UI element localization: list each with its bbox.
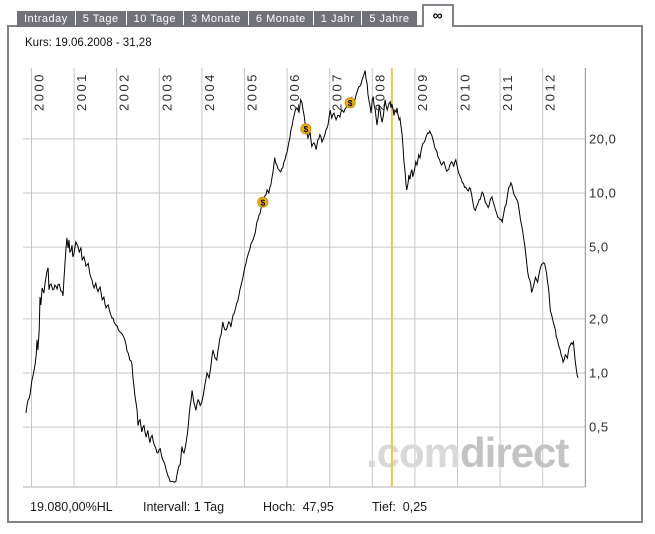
tab-intraday[interactable]: Intraday: [17, 11, 75, 27]
y-axis-label-20,0: 20,0: [589, 131, 616, 146]
x-axis-label-2003: 2003: [159, 72, 174, 111]
dividend-marker-symbol: $: [348, 98, 353, 108]
tab-5-tage[interactable]: 5 Tage: [75, 11, 126, 27]
price-line-series: [25, 70, 579, 483]
tab-10-tage[interactable]: 10 Tage: [126, 11, 184, 27]
y-axis-label-2,0: 2,0: [589, 311, 609, 326]
tab-5-jahre[interactable]: 5 Jahre: [362, 11, 417, 27]
x-axis-label-2000: 2000: [32, 72, 47, 111]
y-axis-label-1,0: 1,0: [589, 366, 609, 381]
x-axis-label-2007: 2007: [330, 72, 345, 111]
x-axis-label-2001: 2001: [74, 72, 89, 111]
dividend-marker-3[interactable]: [344, 97, 356, 109]
x-axis-label-2010: 2010: [458, 72, 473, 111]
y-axis-label-5,0: 5,0: [589, 240, 609, 255]
dividend-marker-symbol: $: [303, 124, 308, 134]
dividend-marker-2[interactable]: [300, 123, 312, 135]
status-low: Tief: 0,25: [372, 500, 428, 514]
comdirect-watermark: .comdirect: [366, 429, 569, 476]
x-axis-label-2002: 2002: [117, 72, 132, 111]
y-axis-label-0,5: 0,5: [589, 420, 609, 435]
x-axis-label-2004: 2004: [202, 72, 217, 111]
x-axis-label-2011: 2011: [500, 73, 515, 111]
tab-1-jahr[interactable]: 1 Jahr: [313, 11, 362, 27]
status-bar: 19.080,00%HL Intervall: 1 Tag Hoch: 47,9…: [0, 500, 655, 516]
x-axis-label-2008: 2008: [372, 72, 387, 111]
x-axis-label-2005: 2005: [245, 72, 260, 111]
x-axis-label-2012: 2012: [543, 72, 558, 111]
x-axis-label-2006: 2006: [287, 72, 302, 111]
dividend-marker-symbol: $: [260, 197, 265, 207]
status-percent-hl: 19.080,00%HL: [30, 500, 113, 514]
status-high: Hoch: 47,95: [263, 500, 334, 514]
tab-max-infinity[interactable]: ∞: [421, 4, 455, 27]
tab-6-monate[interactable]: 6 Monate: [248, 11, 313, 27]
x-axis-label-2009: 2009: [415, 72, 430, 111]
period-tabbar: Intraday 5 Tage 10 Tage 3 Monate 6 Monat…: [17, 4, 455, 27]
tab-3-monate[interactable]: 3 Monate: [184, 11, 248, 27]
kurs-readout: Kurs: 19.06.2008 - 31,28: [25, 37, 152, 49]
status-interval: Intervall: 1 Tag: [143, 500, 225, 514]
y-axis-label-10,0: 10,0: [589, 186, 616, 201]
dividend-marker-1[interactable]: [257, 196, 269, 208]
